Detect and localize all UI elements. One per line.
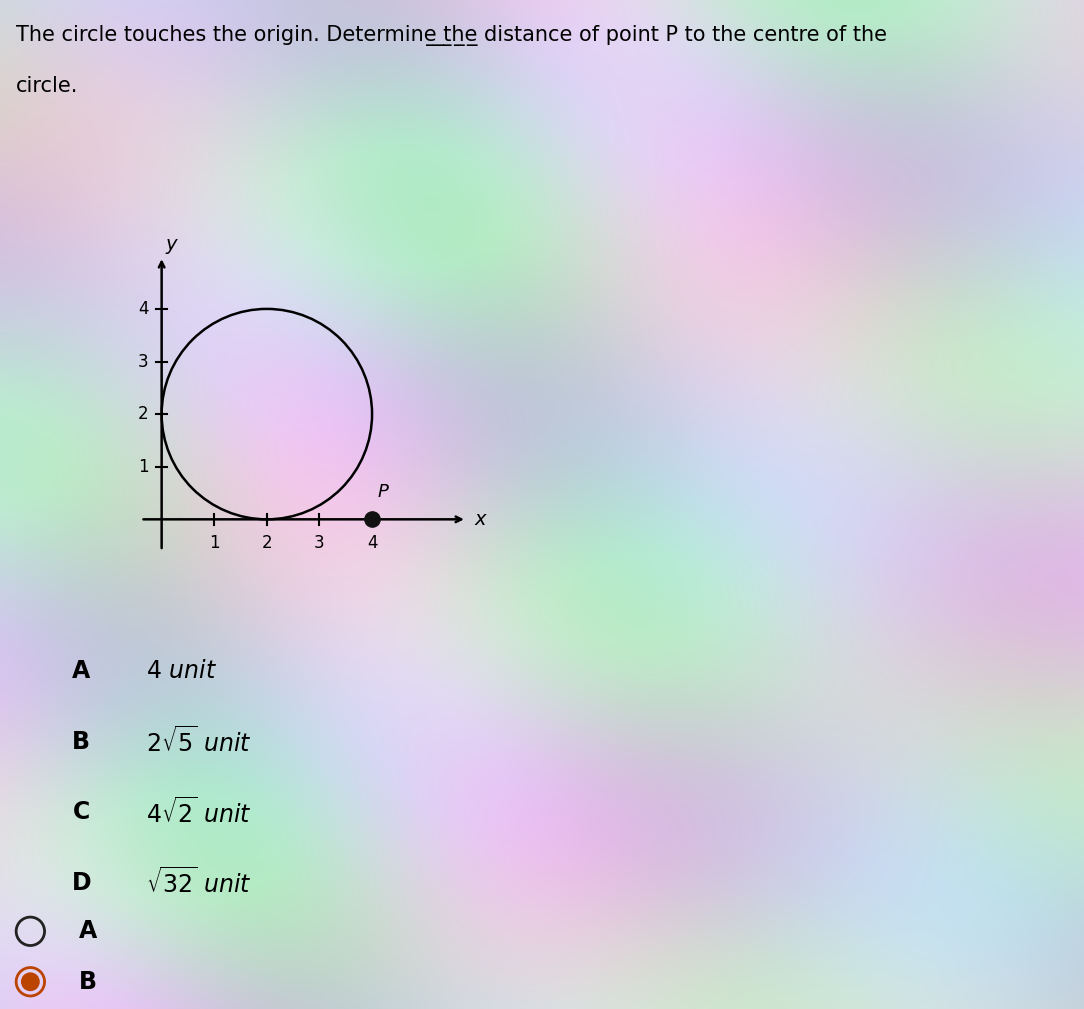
Text: P: P — [377, 483, 388, 501]
Text: $4\sqrt{2}\ \mathit{unit}$: $4\sqrt{2}\ \mathit{unit}$ — [146, 797, 253, 827]
Text: D: D — [72, 871, 91, 895]
Text: B: B — [79, 970, 96, 994]
Text: x: x — [475, 510, 486, 529]
Text: 2: 2 — [261, 534, 272, 552]
Text: $\sqrt{32}\ \mathit{unit}$: $\sqrt{32}\ \mathit{unit}$ — [146, 868, 253, 898]
Circle shape — [22, 973, 39, 991]
Text: A: A — [73, 659, 90, 683]
Text: 3: 3 — [138, 352, 149, 370]
Text: 4: 4 — [366, 534, 377, 552]
Text: y: y — [166, 235, 178, 253]
Bar — [0, 0, 1084, 121]
Text: 3: 3 — [314, 534, 325, 552]
Text: $4\ \mathit{unit}$: $4\ \mathit{unit}$ — [146, 659, 218, 683]
Text: 4: 4 — [138, 300, 149, 318]
Text: C: C — [73, 800, 90, 824]
Text: A: A — [79, 919, 98, 943]
Text: 2: 2 — [138, 406, 149, 423]
Text: circle.: circle. — [16, 76, 79, 96]
Text: $2\sqrt{5}\ \mathit{unit}$: $2\sqrt{5}\ \mathit{unit}$ — [146, 726, 253, 757]
Text: The circle touches the origin. Determine̲ ̲t̲h̲e̲ distance of point P to the cen: The circle touches the origin. Determine… — [16, 25, 888, 46]
Text: 1: 1 — [209, 534, 220, 552]
Text: 1: 1 — [138, 458, 149, 475]
Text: B: B — [73, 730, 90, 754]
